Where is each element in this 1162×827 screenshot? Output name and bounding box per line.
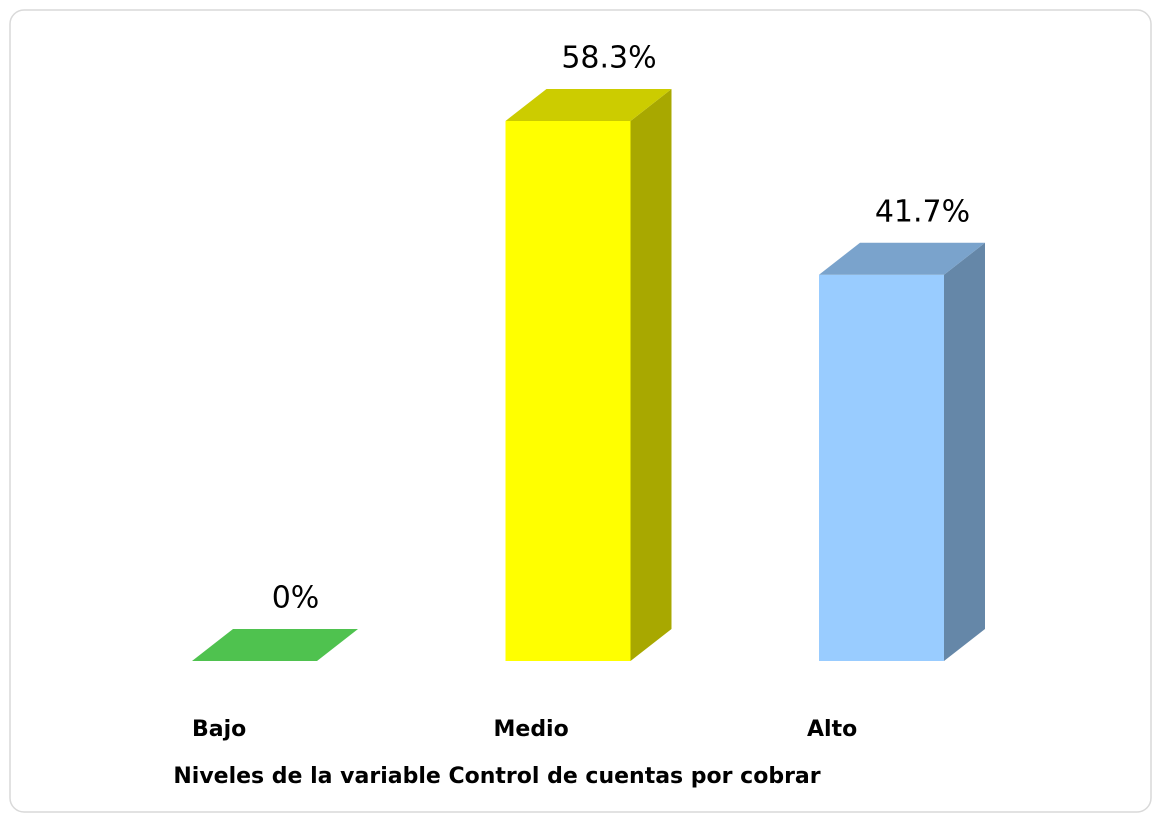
- bar-front: [505, 121, 631, 661]
- x-tick-label: Medio: [494, 717, 569, 742]
- x-tick-label: Alto: [807, 717, 857, 742]
- data-label: 58.3%: [561, 41, 656, 76]
- bar-side: [944, 242, 985, 661]
- bar-top: [819, 242, 985, 275]
- x-axis-title: Niveles de la variable Control de cuenta…: [173, 764, 820, 789]
- bar-front: [819, 274, 944, 661]
- data-label: 0%: [272, 581, 320, 616]
- bar-side: [630, 89, 672, 661]
- bar-top: [505, 89, 672, 121]
- bar-top: [192, 629, 358, 661]
- x-tick-label: Bajo: [192, 717, 246, 742]
- data-label: 41.7%: [875, 194, 970, 229]
